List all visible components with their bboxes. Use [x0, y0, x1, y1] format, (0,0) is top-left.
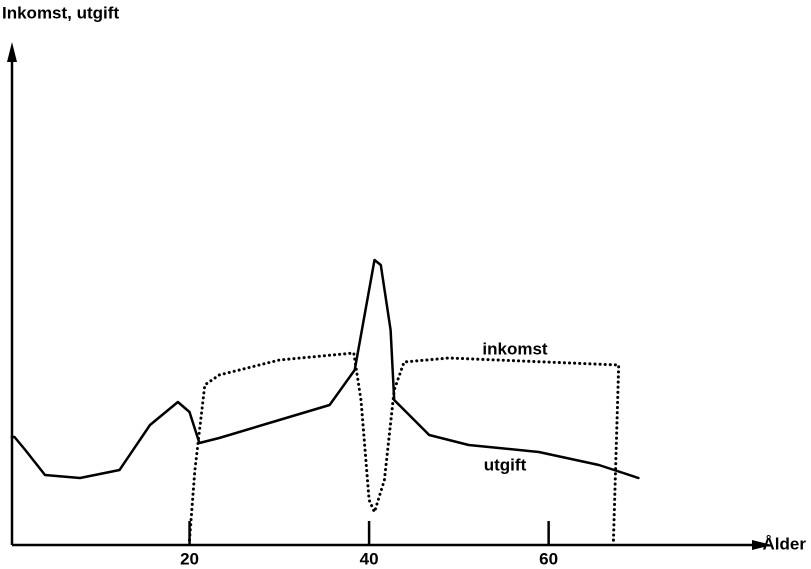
annotation: utgift	[484, 455, 527, 474]
x-tick-label: 60	[539, 549, 558, 568]
x-tick-label: 20	[180, 549, 199, 568]
y-axis-label: Inkomst, utgift	[2, 3, 119, 22]
y-axis-arrow	[7, 42, 17, 62]
series-line	[188, 351, 621, 547]
x-axis-label: Ålder	[763, 534, 807, 553]
x-tick-label: 40	[360, 549, 379, 568]
x-axis-arrow	[752, 540, 772, 550]
annotation: inkomst	[482, 339, 548, 358]
series-line	[10, 258, 640, 480]
